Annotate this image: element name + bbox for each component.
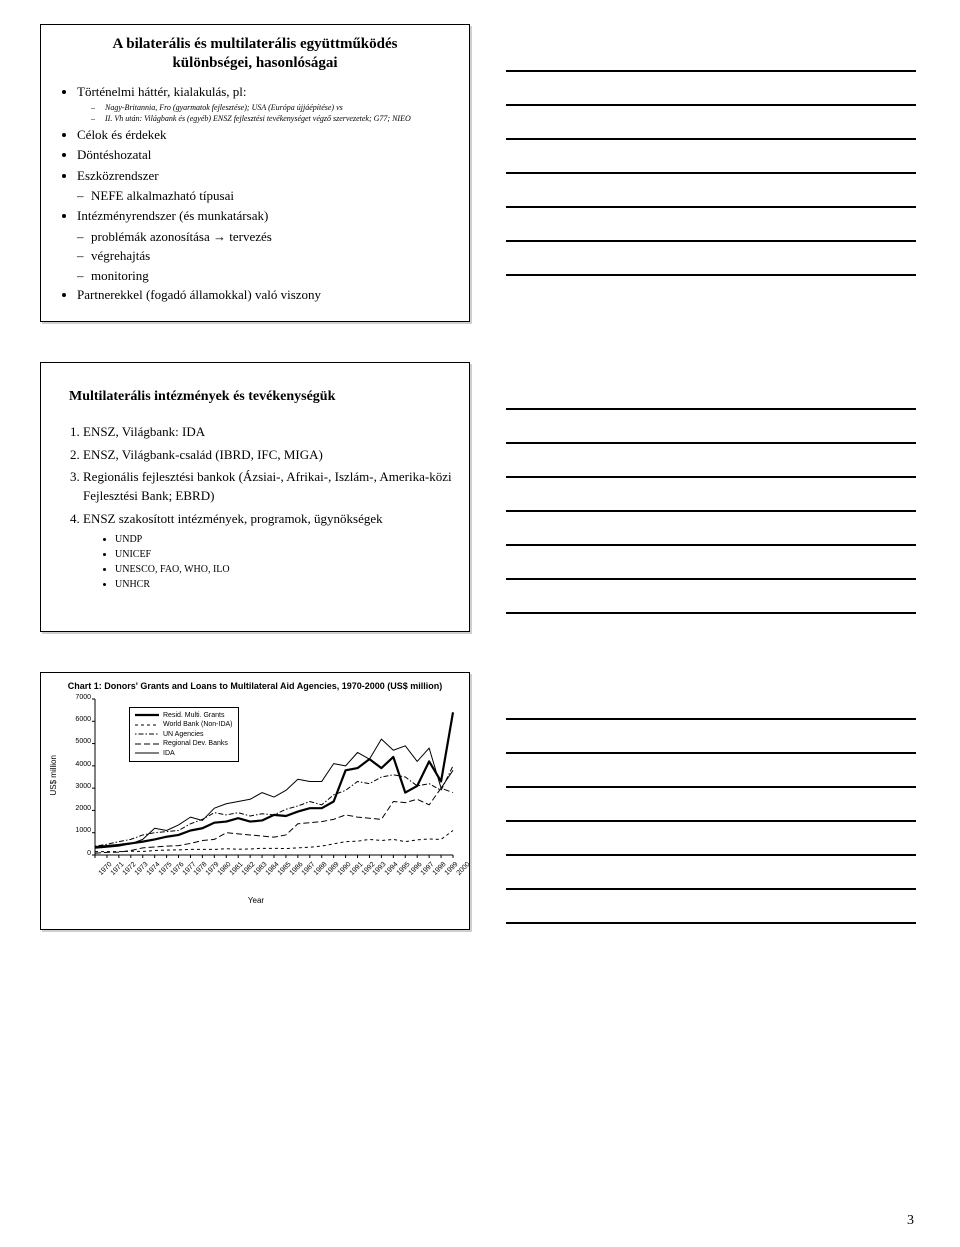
- y-tick-label: 0: [63, 850, 91, 857]
- y-tick-label: 7000: [63, 694, 91, 701]
- card2-o4c: UNESCO, FAO, WHO, ILO: [115, 563, 455, 577]
- note-line: [506, 862, 916, 890]
- page: A bilaterális és multilaterális együttmű…: [0, 0, 960, 1247]
- y-tick-label: 6000: [63, 716, 91, 723]
- notes-lines-1: [506, 24, 916, 322]
- card-definitions: A bilaterális és multilaterális együttmű…: [40, 24, 470, 322]
- card1-title: A bilaterális és multilaterális együttmű…: [55, 35, 455, 73]
- legend-wb-label: World Bank (Non-IDA): [163, 720, 233, 729]
- card1-i5a: problémák azonosítása → tervezés: [91, 228, 455, 246]
- card1-i4-sub: NEFE alkalmazható típusai: [55, 187, 455, 205]
- note-line: [506, 794, 916, 822]
- card2-o4-sub: UNDP UNICEF UNESCO, FAO, WHO, ILO UNHCR: [55, 533, 455, 592]
- y-tick-label: 3000: [63, 783, 91, 790]
- legend-rdb-label: Regional Dev. Banks: [163, 739, 228, 748]
- card1-title-l2: különbségei, hasonlóságai: [172, 55, 337, 71]
- y-tick-label: 2000: [63, 805, 91, 812]
- legend-wb: World Bank (Non-IDA): [135, 720, 233, 729]
- chart-title: Chart 1: Donors' Grants and Loans to Mul…: [49, 681, 461, 691]
- card1-title-l1: A bilaterális és multilaterális együttmű…: [113, 36, 398, 52]
- card1-i1a: Nagy-Britannia, Fro (gyarmatok fejleszté…: [105, 103, 455, 113]
- note-line: [506, 586, 916, 614]
- card1-list3: Intézményrendszer (és munkatársak): [55, 207, 455, 225]
- card1-i5-sub: problémák azonosítása → tervezés végreha…: [55, 228, 455, 285]
- note-line: [506, 450, 916, 478]
- card1-i1: Történelmi háttér, kialakulás, pl:: [77, 83, 455, 101]
- legend-un-label: UN Agencies: [163, 730, 203, 739]
- chart-svg: [49, 695, 463, 867]
- note-line: [506, 416, 916, 444]
- legend-ida: IDA: [135, 749, 233, 758]
- card1-i3: Döntéshozatal: [77, 146, 455, 164]
- card1-list2: Célok és érdekek Döntéshozatal Eszközren…: [55, 126, 455, 185]
- y-tick-label: 1000: [63, 827, 91, 834]
- card2-o4a: UNDP: [115, 533, 455, 547]
- card1-list4: Partnerekkel (fogadó államokkal) való vi…: [55, 286, 455, 304]
- note-line: [506, 180, 916, 208]
- card1-i4: Eszközrendszer: [77, 167, 455, 185]
- card1-i1b: II. Vh után: Világbank és (egyéb) ENSZ f…: [105, 114, 455, 124]
- card2-list: ENSZ, Világbank: IDA ENSZ, Világbank-csa…: [83, 423, 455, 529]
- y-axis-label: US$ million: [49, 755, 58, 795]
- chart-card: Chart 1: Donors' Grants and Loans to Mul…: [40, 672, 470, 930]
- legend-un: UN Agencies: [135, 730, 233, 739]
- legend-rdb: Regional Dev. Banks: [135, 739, 233, 748]
- card2-o3: Regionális fejlesztési bankok (Ázsiai-, …: [83, 468, 455, 506]
- note-line: [506, 726, 916, 754]
- card2-o2: ENSZ, Világbank-család (IBRD, IFC, MIGA): [83, 446, 455, 465]
- y-tick-label: 4000: [63, 761, 91, 768]
- card1-i5c: monitoring: [91, 267, 455, 285]
- note-line: [506, 692, 916, 720]
- note-line: [506, 484, 916, 512]
- row-3: Chart 1: Donors' Grants and Loans to Mul…: [40, 672, 920, 930]
- card2-o1: ENSZ, Világbank: IDA: [83, 423, 455, 442]
- notes-lines-2: [506, 362, 916, 632]
- note-line: [506, 146, 916, 174]
- legend-resid: Resid. Multi. Grants: [135, 711, 233, 720]
- note-line: [506, 112, 916, 140]
- note-line: [506, 382, 916, 410]
- card1-i5b: végrehajtás: [91, 247, 455, 265]
- card-institutions: Multilaterális intézmények és tevékenysé…: [40, 362, 470, 632]
- y-tick-label: 5000: [63, 738, 91, 745]
- row-1: A bilaterális és multilaterális együttmű…: [40, 24, 920, 322]
- chart-legend: Resid. Multi. Grants World Bank (Non-IDA…: [129, 707, 239, 762]
- note-line: [506, 214, 916, 242]
- card1-list: Történelmi háttér, kialakulás, pl:: [55, 83, 455, 101]
- card2-title: Multilaterális intézmények és tevékenysé…: [69, 389, 455, 405]
- note-line: [506, 828, 916, 856]
- x-axis-label: Year: [248, 896, 264, 905]
- card1-i5: Intézményrendszer (és munkatársak): [77, 207, 455, 225]
- spacer2: [55, 413, 455, 423]
- note-line: [506, 552, 916, 580]
- note-line: [506, 248, 916, 276]
- legend-resid-label: Resid. Multi. Grants: [163, 711, 224, 720]
- card1-i1-sub: Nagy-Britannia, Fro (gyarmatok fejleszté…: [55, 103, 455, 125]
- note-line: [506, 896, 916, 924]
- card1-i4a: NEFE alkalmazható típusai: [91, 187, 455, 205]
- card2-o4b: UNICEF: [115, 548, 455, 562]
- card1-i6: Partnerekkel (fogadó államokkal) való vi…: [77, 286, 455, 304]
- card2-o4: ENSZ szakosított intézmények, programok,…: [83, 510, 455, 529]
- note-line: [506, 518, 916, 546]
- legend-ida-label: IDA: [163, 749, 175, 758]
- row-2: Multilaterális intézmények és tevékenysé…: [40, 362, 920, 632]
- page-number: 3: [907, 1213, 914, 1229]
- card1-i2: Célok és érdekek: [77, 126, 455, 144]
- note-line: [506, 760, 916, 788]
- chart-wrap: US$ million 0 1000 2000 3000 4000 5000 6000 700…: [49, 695, 463, 905]
- spacer: [55, 373, 455, 389]
- note-line: [506, 78, 916, 106]
- card2-o4d: UNHCR: [115, 578, 455, 592]
- note-line: [506, 44, 916, 72]
- notes-lines-3: [506, 672, 916, 930]
